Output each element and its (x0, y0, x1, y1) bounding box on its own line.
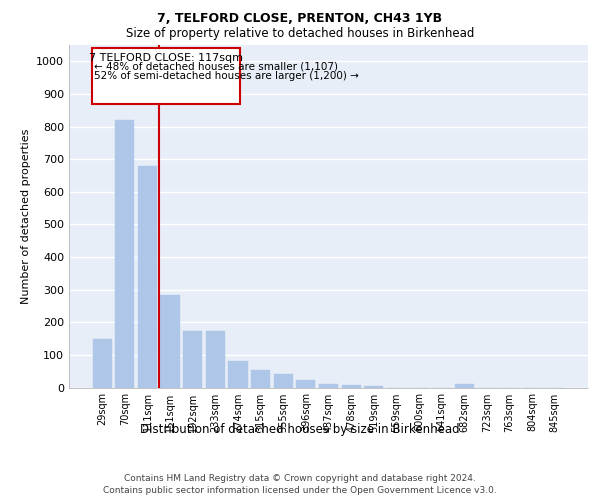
Text: Contains HM Land Registry data © Crown copyright and database right 2024.: Contains HM Land Registry data © Crown c… (124, 474, 476, 483)
Bar (160, 294, 180, 388)
Text: 52% of semi-detached houses are larger (1,200) →: 52% of semi-detached houses are larger (… (94, 71, 359, 81)
Text: Size of property relative to detached houses in Birkenhead: Size of property relative to detached ho… (126, 28, 474, 40)
Text: 7, TELFORD CLOSE, PRENTON, CH43 1YB: 7, TELFORD CLOSE, PRENTON, CH43 1YB (157, 12, 443, 26)
Bar (274, 374, 293, 388)
Bar (138, 166, 157, 388)
Bar (364, 386, 383, 388)
FancyBboxPatch shape (92, 48, 240, 104)
Bar (455, 384, 474, 388)
Bar (183, 332, 202, 388)
Bar (229, 362, 248, 388)
Bar (341, 385, 361, 388)
Text: ← 48% of detached houses are smaller (1,107): ← 48% of detached houses are smaller (1,… (94, 62, 338, 72)
Bar (319, 384, 338, 388)
Text: Distribution of detached houses by size in Birkenhead: Distribution of detached houses by size … (140, 422, 460, 436)
Bar (92, 339, 112, 388)
Bar (206, 332, 225, 388)
Text: Contains public sector information licensed under the Open Government Licence v3: Contains public sector information licen… (103, 486, 497, 495)
Bar (115, 120, 134, 388)
Text: 7 TELFORD CLOSE: 117sqm: 7 TELFORD CLOSE: 117sqm (89, 53, 243, 63)
Bar (296, 380, 316, 388)
Bar (251, 370, 270, 388)
Y-axis label: Number of detached properties: Number of detached properties (20, 128, 31, 304)
